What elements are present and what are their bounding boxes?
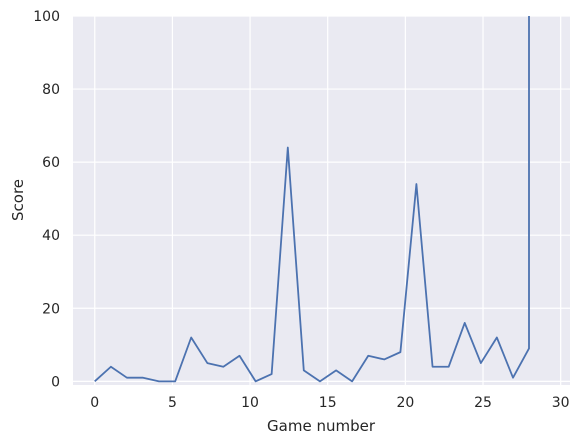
x-tick-label: 5	[168, 395, 177, 411]
x-tick-label: 30	[552, 395, 570, 411]
x-axis-label: Game number	[267, 417, 376, 435]
x-tick-labels: 0 5 10 15 20 25 30	[90, 395, 569, 411]
x-tick-label: 10	[241, 395, 259, 411]
x-tick-label: 25	[474, 395, 492, 411]
x-tick-label: 20	[396, 395, 414, 411]
y-tick-label: 20	[42, 301, 60, 317]
y-tick-label: 80	[42, 82, 60, 98]
y-tick-labels: 0 20 40 60 80 100	[33, 9, 60, 390]
y-axis-label: Score	[9, 179, 27, 221]
y-tick-label: 100	[33, 9, 60, 25]
y-tick-label: 0	[51, 374, 60, 390]
y-tick-label: 40	[42, 228, 60, 244]
x-tick-label: 15	[319, 395, 337, 411]
x-tick-label: 0	[90, 395, 99, 411]
plot-background	[73, 16, 570, 385]
y-tick-label: 60	[42, 155, 60, 171]
